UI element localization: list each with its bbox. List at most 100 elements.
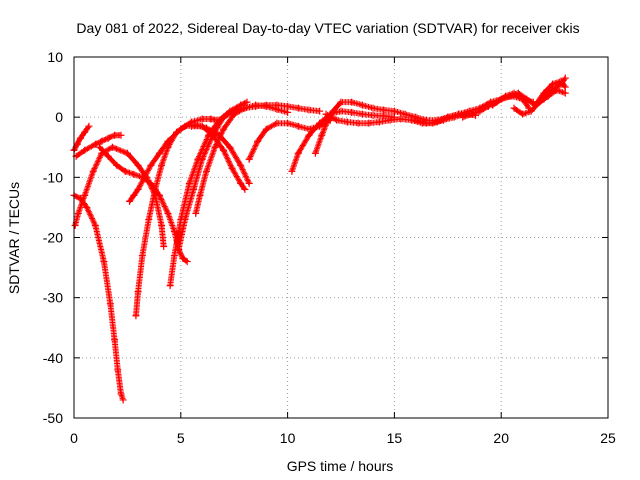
series-trace bbox=[72, 144, 167, 248]
data-point bbox=[164, 209, 172, 217]
data-point bbox=[337, 107, 345, 115]
data-point bbox=[444, 113, 452, 121]
data-point bbox=[96, 143, 104, 151]
data-point bbox=[187, 122, 195, 130]
data-point bbox=[179, 255, 187, 263]
data-point bbox=[519, 110, 527, 118]
data-point bbox=[104, 134, 112, 142]
data-point bbox=[262, 125, 270, 133]
data-point bbox=[318, 131, 326, 139]
y-tick-label: -20 bbox=[43, 230, 63, 246]
data-point bbox=[557, 77, 565, 85]
data-point bbox=[192, 209, 200, 217]
data-point bbox=[497, 95, 505, 103]
data-point bbox=[459, 113, 467, 121]
data-point bbox=[375, 118, 383, 126]
data-point bbox=[164, 143, 172, 151]
data-point bbox=[273, 105, 281, 113]
data-point bbox=[98, 137, 106, 145]
data-point bbox=[71, 221, 79, 229]
data-point bbox=[130, 191, 138, 199]
data-point bbox=[262, 102, 270, 110]
data-point bbox=[230, 110, 238, 118]
data-point bbox=[358, 110, 366, 118]
data-point bbox=[91, 221, 99, 229]
y-axis-label: SDTVAR / TECUs bbox=[6, 182, 22, 294]
data-point bbox=[76, 134, 84, 142]
data-point bbox=[138, 252, 146, 260]
x-tick-label: 0 bbox=[70, 430, 78, 446]
data-point bbox=[527, 107, 535, 115]
data-point bbox=[343, 118, 351, 126]
data-point bbox=[89, 167, 97, 175]
data-point bbox=[294, 122, 302, 130]
data-point bbox=[155, 191, 163, 199]
data-point bbox=[126, 197, 134, 205]
data-point bbox=[81, 146, 89, 154]
y-tick-label: -30 bbox=[43, 290, 63, 306]
data-point bbox=[173, 128, 181, 136]
data-point bbox=[207, 115, 215, 123]
data-point bbox=[337, 98, 345, 106]
data-point bbox=[83, 203, 91, 211]
series-arc-13 bbox=[288, 107, 398, 175]
data-point bbox=[316, 107, 324, 115]
data-point bbox=[100, 258, 108, 266]
data-point bbox=[117, 131, 125, 139]
data-point bbox=[369, 111, 377, 119]
data-point bbox=[523, 95, 531, 103]
data-point bbox=[155, 149, 163, 157]
data-point bbox=[354, 119, 362, 127]
data-point bbox=[561, 83, 569, 91]
data-point bbox=[322, 110, 330, 118]
data-point bbox=[181, 215, 189, 223]
data-point bbox=[514, 89, 522, 97]
data-point bbox=[74, 209, 82, 217]
series-trace bbox=[312, 99, 460, 157]
data-point bbox=[211, 143, 219, 151]
data-point bbox=[540, 89, 548, 97]
data-point bbox=[113, 161, 121, 169]
data-point bbox=[160, 243, 168, 251]
data-point bbox=[561, 89, 569, 97]
x-tick-label: 20 bbox=[493, 430, 509, 446]
x-tick-label: 25 bbox=[600, 430, 616, 446]
data-point bbox=[311, 149, 319, 157]
data-point bbox=[170, 252, 178, 260]
series-arc-7 bbox=[132, 121, 253, 320]
data-point bbox=[220, 125, 228, 133]
data-point bbox=[365, 119, 373, 127]
data-point bbox=[467, 110, 475, 118]
data-point bbox=[85, 122, 93, 130]
data-point bbox=[198, 122, 206, 130]
data-point bbox=[175, 246, 183, 254]
data-point bbox=[145, 215, 153, 223]
y-tick-label: -10 bbox=[43, 169, 63, 185]
data-point bbox=[81, 191, 89, 199]
data-point bbox=[111, 336, 119, 344]
data-point bbox=[358, 101, 366, 109]
data-point bbox=[158, 161, 166, 169]
y-tick-label: 0 bbox=[55, 109, 63, 125]
data-point bbox=[294, 149, 302, 157]
data-point bbox=[412, 116, 420, 124]
series-arc-4 bbox=[72, 131, 125, 160]
data-point bbox=[454, 110, 462, 118]
data-point bbox=[166, 282, 174, 290]
data-point bbox=[196, 191, 204, 199]
data-point bbox=[190, 185, 198, 193]
series-arc-20 bbox=[531, 77, 569, 109]
data-point bbox=[91, 140, 99, 148]
x-axis-label: GPS time / hours bbox=[287, 458, 394, 474]
data-point bbox=[553, 86, 561, 94]
data-point bbox=[284, 119, 292, 127]
plot-data bbox=[70, 74, 569, 404]
data-point bbox=[106, 300, 114, 308]
data-point bbox=[254, 137, 262, 145]
data-point bbox=[316, 119, 324, 127]
data-point bbox=[183, 258, 191, 266]
data-point bbox=[284, 102, 292, 110]
data-point bbox=[284, 108, 292, 116]
data-point bbox=[140, 173, 148, 181]
